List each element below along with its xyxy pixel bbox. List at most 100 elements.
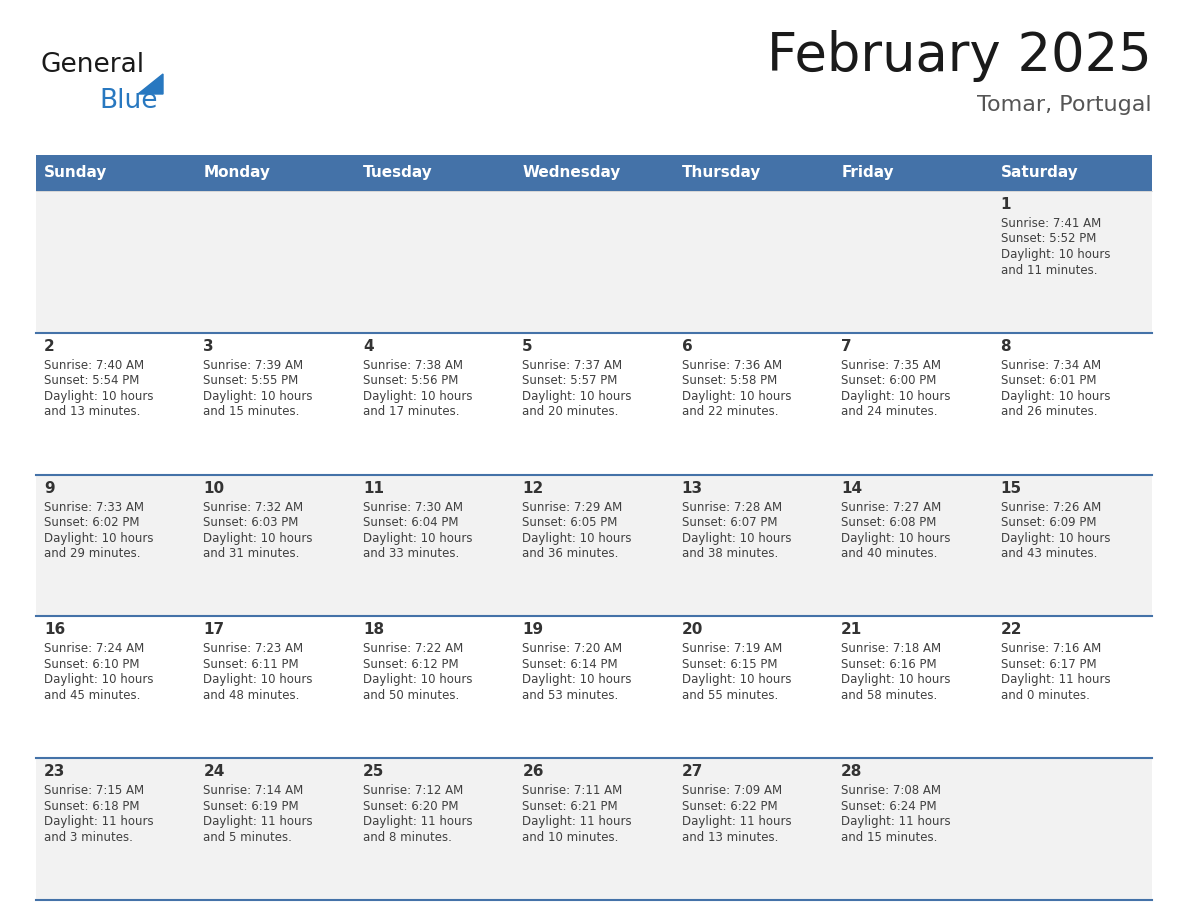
Text: 3: 3 xyxy=(203,339,214,353)
Text: Sunrise: 7:20 AM: Sunrise: 7:20 AM xyxy=(523,643,623,655)
Text: Sunset: 6:08 PM: Sunset: 6:08 PM xyxy=(841,516,936,529)
Text: Daylight: 10 hours: Daylight: 10 hours xyxy=(523,532,632,544)
Bar xyxy=(196,191,355,333)
Text: Sunset: 5:57 PM: Sunset: 5:57 PM xyxy=(523,375,618,387)
Bar xyxy=(992,616,1152,758)
Text: Sunrise: 7:37 AM: Sunrise: 7:37 AM xyxy=(523,359,623,372)
Bar xyxy=(36,758,196,900)
Text: 22: 22 xyxy=(1000,622,1022,637)
Text: Daylight: 11 hours: Daylight: 11 hours xyxy=(1000,674,1111,687)
Text: Daylight: 10 hours: Daylight: 10 hours xyxy=(523,674,632,687)
Text: and 48 minutes.: and 48 minutes. xyxy=(203,688,299,702)
Text: 14: 14 xyxy=(841,481,862,496)
Text: and 31 minutes.: and 31 minutes. xyxy=(203,547,299,560)
Text: Sunrise: 7:38 AM: Sunrise: 7:38 AM xyxy=(362,359,463,372)
Bar xyxy=(514,616,674,758)
Text: 28: 28 xyxy=(841,764,862,779)
Text: 24: 24 xyxy=(203,764,225,779)
Text: and 5 minutes.: and 5 minutes. xyxy=(203,831,292,844)
Text: Sunset: 5:55 PM: Sunset: 5:55 PM xyxy=(203,375,298,387)
Bar xyxy=(36,333,196,475)
Bar xyxy=(674,758,833,900)
Text: Sunset: 6:11 PM: Sunset: 6:11 PM xyxy=(203,658,299,671)
Text: Sunrise: 7:32 AM: Sunrise: 7:32 AM xyxy=(203,500,304,513)
Text: 7: 7 xyxy=(841,339,852,353)
Text: Sunrise: 7:35 AM: Sunrise: 7:35 AM xyxy=(841,359,941,372)
Text: Sunset: 6:12 PM: Sunset: 6:12 PM xyxy=(362,658,459,671)
Text: Sunrise: 7:19 AM: Sunrise: 7:19 AM xyxy=(682,643,782,655)
Text: Sunrise: 7:27 AM: Sunrise: 7:27 AM xyxy=(841,500,941,513)
Text: 20: 20 xyxy=(682,622,703,637)
Text: Daylight: 10 hours: Daylight: 10 hours xyxy=(841,390,950,403)
Bar xyxy=(355,191,514,333)
Text: Sunset: 6:07 PM: Sunset: 6:07 PM xyxy=(682,516,777,529)
Text: Daylight: 11 hours: Daylight: 11 hours xyxy=(841,815,950,828)
Text: and 58 minutes.: and 58 minutes. xyxy=(841,688,937,702)
Text: Sunrise: 7:40 AM: Sunrise: 7:40 AM xyxy=(44,359,144,372)
Text: Daylight: 10 hours: Daylight: 10 hours xyxy=(1000,390,1110,403)
Text: Sunset: 6:18 PM: Sunset: 6:18 PM xyxy=(44,800,139,812)
Text: Sunrise: 7:14 AM: Sunrise: 7:14 AM xyxy=(203,784,304,797)
Bar xyxy=(196,616,355,758)
Text: Sunset: 6:05 PM: Sunset: 6:05 PM xyxy=(523,516,618,529)
Text: and 29 minutes.: and 29 minutes. xyxy=(44,547,140,560)
Bar xyxy=(833,758,992,900)
Text: 10: 10 xyxy=(203,481,225,496)
Text: Daylight: 10 hours: Daylight: 10 hours xyxy=(1000,532,1110,544)
Text: and 50 minutes.: and 50 minutes. xyxy=(362,688,459,702)
Text: Wednesday: Wednesday xyxy=(523,165,620,181)
Text: Daylight: 10 hours: Daylight: 10 hours xyxy=(841,532,950,544)
Text: Sunset: 6:20 PM: Sunset: 6:20 PM xyxy=(362,800,459,812)
Bar xyxy=(355,475,514,616)
Bar xyxy=(992,191,1152,333)
Text: Sunrise: 7:08 AM: Sunrise: 7:08 AM xyxy=(841,784,941,797)
Text: Sunset: 5:52 PM: Sunset: 5:52 PM xyxy=(1000,232,1097,245)
Text: Sunset: 6:15 PM: Sunset: 6:15 PM xyxy=(682,658,777,671)
Text: Sunset: 6:16 PM: Sunset: 6:16 PM xyxy=(841,658,937,671)
Text: Daylight: 10 hours: Daylight: 10 hours xyxy=(682,674,791,687)
Bar xyxy=(674,333,833,475)
Text: Daylight: 11 hours: Daylight: 11 hours xyxy=(203,815,314,828)
Text: 15: 15 xyxy=(1000,481,1022,496)
Text: 23: 23 xyxy=(44,764,65,779)
Text: Friday: Friday xyxy=(841,165,893,181)
Bar xyxy=(36,191,196,333)
Bar xyxy=(992,155,1152,191)
Text: 1: 1 xyxy=(1000,197,1011,212)
Text: Sunset: 6:22 PM: Sunset: 6:22 PM xyxy=(682,800,777,812)
Text: 12: 12 xyxy=(523,481,544,496)
Text: Sunset: 6:19 PM: Sunset: 6:19 PM xyxy=(203,800,299,812)
Text: 5: 5 xyxy=(523,339,533,353)
Text: Sunrise: 7:36 AM: Sunrise: 7:36 AM xyxy=(682,359,782,372)
Text: Daylight: 10 hours: Daylight: 10 hours xyxy=(362,390,473,403)
Text: Daylight: 10 hours: Daylight: 10 hours xyxy=(203,390,312,403)
Text: Monday: Monday xyxy=(203,165,271,181)
Text: and 13 minutes.: and 13 minutes. xyxy=(44,406,140,419)
Text: and 36 minutes.: and 36 minutes. xyxy=(523,547,619,560)
Text: Sunrise: 7:09 AM: Sunrise: 7:09 AM xyxy=(682,784,782,797)
Text: 2: 2 xyxy=(44,339,55,353)
Bar xyxy=(514,155,674,191)
Text: Sunrise: 7:41 AM: Sunrise: 7:41 AM xyxy=(1000,217,1101,230)
Text: Sunset: 6:24 PM: Sunset: 6:24 PM xyxy=(841,800,937,812)
Text: Sunday: Sunday xyxy=(44,165,107,181)
Bar xyxy=(36,616,196,758)
Text: and 10 minutes.: and 10 minutes. xyxy=(523,831,619,844)
Text: Sunset: 6:03 PM: Sunset: 6:03 PM xyxy=(203,516,299,529)
Text: Sunrise: 7:11 AM: Sunrise: 7:11 AM xyxy=(523,784,623,797)
Text: Sunrise: 7:22 AM: Sunrise: 7:22 AM xyxy=(362,643,463,655)
Text: and 15 minutes.: and 15 minutes. xyxy=(841,831,937,844)
Text: 26: 26 xyxy=(523,764,544,779)
Text: and 22 minutes.: and 22 minutes. xyxy=(682,406,778,419)
Text: Sunset: 6:21 PM: Sunset: 6:21 PM xyxy=(523,800,618,812)
Bar xyxy=(514,333,674,475)
Text: and 8 minutes.: and 8 minutes. xyxy=(362,831,451,844)
Bar xyxy=(833,475,992,616)
Text: Tomar, Portugal: Tomar, Portugal xyxy=(978,95,1152,115)
Text: General: General xyxy=(42,52,145,78)
Text: Sunset: 5:58 PM: Sunset: 5:58 PM xyxy=(682,375,777,387)
Text: Daylight: 10 hours: Daylight: 10 hours xyxy=(362,674,473,687)
Polygon shape xyxy=(138,74,163,94)
Bar xyxy=(833,333,992,475)
Text: Sunrise: 7:34 AM: Sunrise: 7:34 AM xyxy=(1000,359,1101,372)
